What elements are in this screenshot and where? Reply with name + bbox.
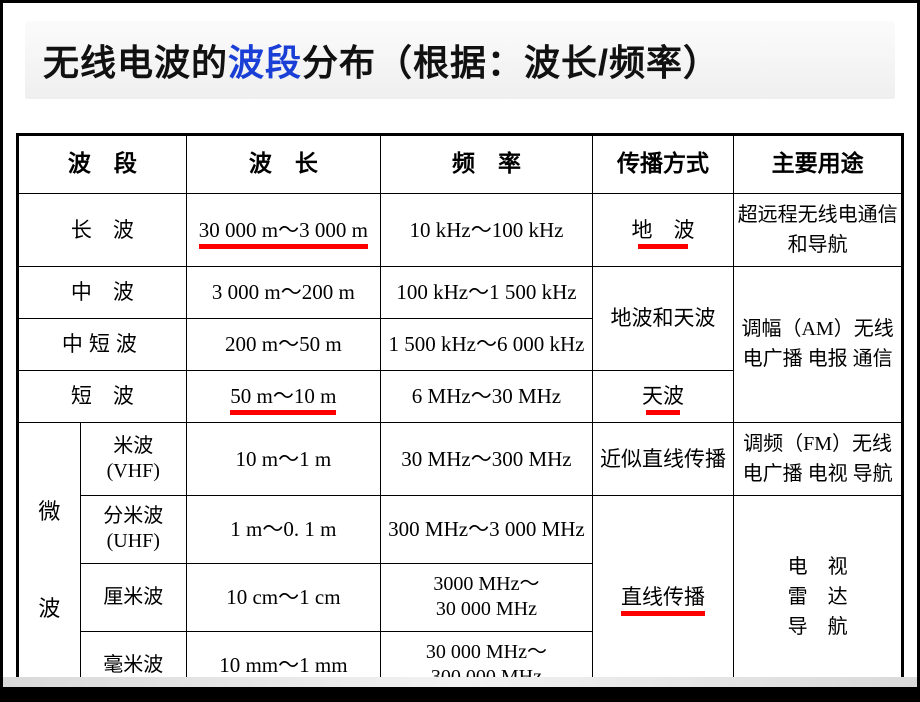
use-line: 电 视 (788, 556, 848, 578)
cell-wavelength: 30 000 m～3 000 m (186, 193, 380, 266)
underlined-value: 30 000 m～3 000 m (199, 217, 368, 243)
slide: 无线电波的波段分布（根据：波长/频率） 波 段 波 长 频 率 传播方式 主要用… (3, 3, 917, 687)
table: 波 段 波 长 频 率 传播方式 主要用途 长 波 30 000 m～3 000… (18, 135, 902, 700)
hdr-use: 主要用途 (734, 136, 902, 194)
underlined-value: 50 m～10 m (230, 383, 336, 409)
band-name: 米波 (113, 435, 153, 457)
cell-prop: 地波和天波 (592, 266, 733, 370)
underlined-value: 10 mm～1 mm (219, 652, 347, 678)
cell-freq: 30 000 MHz～ 300 000 MHz (381, 631, 593, 699)
title-pre: 无线电波的 (43, 34, 228, 86)
row-medwave: 中 波 3 000 m～200 m 100 kHz～1 500 kHz 地波和天… (19, 266, 902, 318)
freq-line: 30 000 MHz～ (426, 641, 547, 663)
underlined-value: 直线传播 (621, 584, 705, 610)
cell-band: 米波 (VHF) (80, 422, 186, 495)
cell-prop: 地 波 (592, 193, 733, 266)
cell-band: 分米波 (UHF) (80, 495, 186, 563)
title-highlight: 波段 (228, 34, 302, 86)
cell-freq: 1 500 kHz～6 000 kHz (381, 318, 593, 370)
cell-prop: 天波 (592, 370, 733, 422)
band-name: 分米波 (103, 505, 163, 527)
cell-micro-label: 微波 (19, 422, 81, 699)
cell-wavelength: 200 m～50 m (186, 318, 380, 370)
cell-wavelength: 3 000 m～200 m (186, 266, 380, 318)
hdr-band: 波 段 (19, 136, 187, 194)
cell-use: 超远程无线电通信和导航 (734, 193, 902, 266)
cell-freq: 3000 MHz～ 30 000 MHz (381, 563, 593, 631)
micro-char-1: 微 (38, 499, 60, 524)
cell-freq: 10 kHz～100 kHz (381, 193, 593, 266)
cell-wavelength: 50 m～10 m (186, 370, 380, 422)
row-longwave: 长 波 30 000 m～3 000 m 10 kHz～100 kHz 地 波 … (19, 193, 902, 266)
row-uhf: 分米波 (UHF) 1 m～0. 1 m 300 MHz～3 000 MHz 直… (19, 495, 902, 563)
cell-freq: 6 MHz～30 MHz (381, 370, 593, 422)
freq-line: 3000 MHz～ (433, 573, 539, 595)
cell-use: 调频（FM）无线电广播 电视 导航 (734, 422, 902, 495)
cell-prop: 近似直线传播 (592, 422, 733, 495)
cell-band: 短 波 (19, 370, 187, 422)
row-vhf: 微波 米波 (VHF) 10 m～1 m 30 MHz～300 MHz 近似直线… (19, 422, 902, 495)
underlined-value: 地 波 (632, 217, 695, 243)
cell-freq: 300 MHz～3 000 MHz (381, 495, 593, 563)
band-table: 波 段 波 长 频 率 传播方式 主要用途 长 波 30 000 m～3 000… (16, 133, 904, 702)
cell-band: 厘米波 (80, 563, 186, 631)
freq-line: 30 000 MHz (436, 598, 537, 620)
cell-band: 中 波 (19, 266, 187, 318)
hdr-freq: 频 率 (381, 136, 593, 194)
use-line: 导 航 (788, 616, 848, 638)
cell-use: 调幅（AM）无线电广播 电报 通信 (734, 266, 902, 422)
cell-freq: 30 MHz～300 MHz (381, 422, 593, 495)
cell-band: 毫米波 (80, 631, 186, 699)
underlined-value: 天波 (642, 383, 684, 409)
use-line: 雷 达 (788, 586, 848, 608)
cell-wavelength: 10 mm～1 mm (186, 631, 380, 699)
band-abbr: (UHF) (107, 530, 160, 552)
cell-freq: 100 kHz～1 500 kHz (381, 266, 593, 318)
cell-wavelength: 10 m～1 m (186, 422, 380, 495)
hdr-wavelength: 波 长 (186, 136, 380, 194)
cell-prop: 直线传播 (592, 495, 733, 699)
hdr-prop: 传播方式 (592, 136, 733, 194)
bottom-accent (3, 677, 917, 687)
cell-use: 电 视 雷 达 导 航 (734, 495, 902, 699)
cell-band: 长 波 (19, 193, 187, 266)
page-title: 无线电波的波段分布（根据：波长/频率） (25, 21, 895, 99)
micro-char-2: 波 (38, 596, 60, 621)
title-post: 分布（根据：波长/频率） (302, 34, 720, 86)
cell-band: 中短波 (19, 318, 187, 370)
band-abbr: (VHF) (107, 460, 160, 482)
cell-wavelength: 10 cm～1 cm (186, 563, 380, 631)
header-row: 波 段 波 长 频 率 传播方式 主要用途 (19, 136, 902, 194)
cell-wavelength: 1 m～0. 1 m (186, 495, 380, 563)
